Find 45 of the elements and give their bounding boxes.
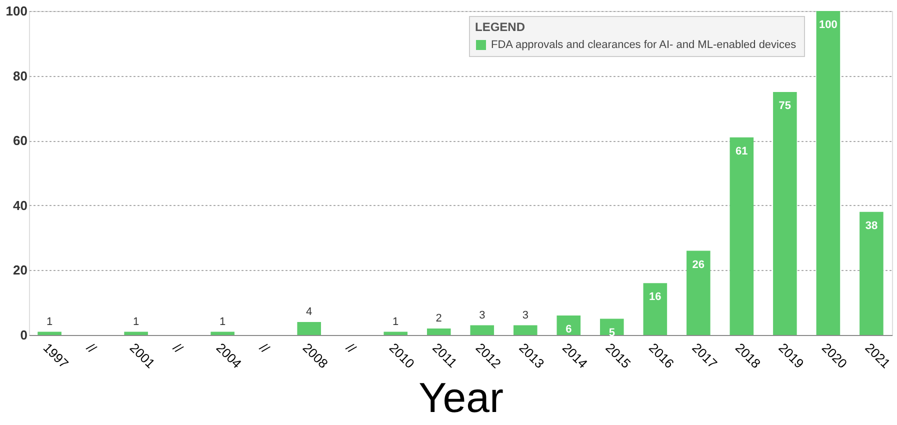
x-tick-label: //	[84, 340, 100, 356]
bar	[860, 212, 884, 335]
bar	[816, 11, 840, 335]
data-label: 3	[522, 309, 528, 322]
data-label: 75	[778, 100, 792, 112]
data-label: 26	[692, 258, 705, 271]
data-label: 1	[133, 316, 140, 328]
data-label: 3	[479, 309, 486, 322]
bar	[426, 328, 451, 335]
legend-label: FDA approvals and clearances for AI- and ML-enabled devices	[491, 39, 797, 51]
bar	[773, 92, 797, 335]
x-tick-label: //	[170, 340, 186, 356]
bar	[686, 250, 710, 335]
x-axis-title: Year	[418, 374, 504, 422]
data-label: 5	[608, 326, 615, 339]
data-label: 38	[865, 220, 878, 232]
data-label: 2	[436, 312, 442, 325]
y-tick-label: 0	[20, 328, 28, 342]
y-tick-label: 80	[13, 68, 28, 84]
data-label: 6	[566, 324, 572, 336]
bar	[513, 325, 538, 335]
legend-title: LEGEND	[475, 20, 526, 34]
y-tick-label: 100	[6, 4, 28, 18]
bar	[556, 316, 581, 335]
bar	[297, 322, 321, 335]
bar	[730, 137, 754, 335]
bar	[384, 332, 408, 335]
x-tick-label: //	[343, 340, 360, 356]
data-label: 1	[220, 316, 226, 328]
data-label: 100	[819, 19, 838, 31]
bar	[124, 332, 148, 335]
bar	[210, 332, 234, 335]
data-label: 1	[46, 316, 53, 328]
y-tick-label: 60	[13, 133, 28, 148]
data-label: 1	[392, 316, 399, 328]
data-label: 4	[306, 306, 312, 318]
y-tick-label: 40	[13, 198, 28, 213]
data-label: 61	[736, 145, 748, 158]
data-label: 16	[649, 291, 662, 304]
y-tick-label: 20	[13, 262, 28, 278]
bar	[643, 283, 668, 335]
bar	[600, 318, 624, 335]
x-tick-label: //	[256, 340, 273, 356]
bar	[38, 332, 62, 335]
bar	[470, 325, 494, 335]
